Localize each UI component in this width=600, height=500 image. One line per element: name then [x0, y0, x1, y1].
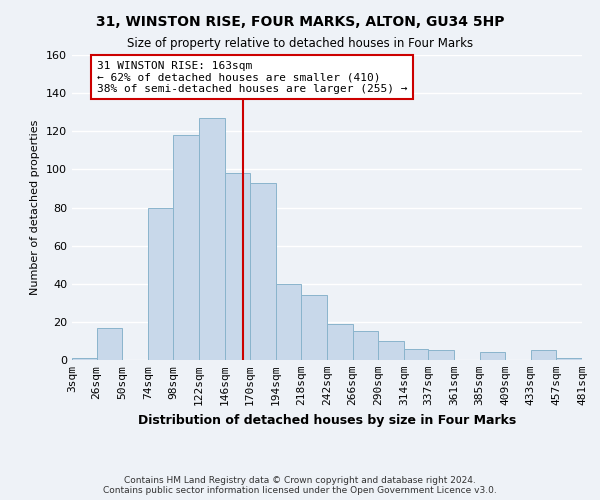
Bar	[97, 328, 122, 360]
Bar	[148, 208, 173, 360]
Bar	[556, 358, 582, 360]
Text: Contains HM Land Registry data © Crown copyright and database right 2024.
Contai: Contains HM Land Registry data © Crown c…	[103, 476, 497, 495]
Bar	[276, 284, 301, 360]
Bar	[301, 295, 327, 360]
Bar	[327, 324, 353, 360]
X-axis label: Distribution of detached houses by size in Four Marks: Distribution of detached houses by size …	[138, 414, 516, 426]
Bar	[353, 332, 378, 360]
Bar	[479, 352, 505, 360]
Bar	[199, 118, 224, 360]
Text: 31 WINSTON RISE: 163sqm
← 62% of detached houses are smaller (410)
38% of semi-d: 31 WINSTON RISE: 163sqm ← 62% of detache…	[97, 60, 407, 94]
Bar	[378, 341, 404, 360]
Bar	[404, 348, 428, 360]
Bar	[224, 173, 250, 360]
Bar	[72, 358, 97, 360]
Text: 31, WINSTON RISE, FOUR MARKS, ALTON, GU34 5HP: 31, WINSTON RISE, FOUR MARKS, ALTON, GU3…	[96, 15, 504, 29]
Y-axis label: Number of detached properties: Number of detached properties	[31, 120, 40, 295]
Bar	[531, 350, 556, 360]
Bar	[173, 135, 199, 360]
Text: Size of property relative to detached houses in Four Marks: Size of property relative to detached ho…	[127, 38, 473, 51]
Bar	[428, 350, 454, 360]
Bar	[250, 182, 276, 360]
